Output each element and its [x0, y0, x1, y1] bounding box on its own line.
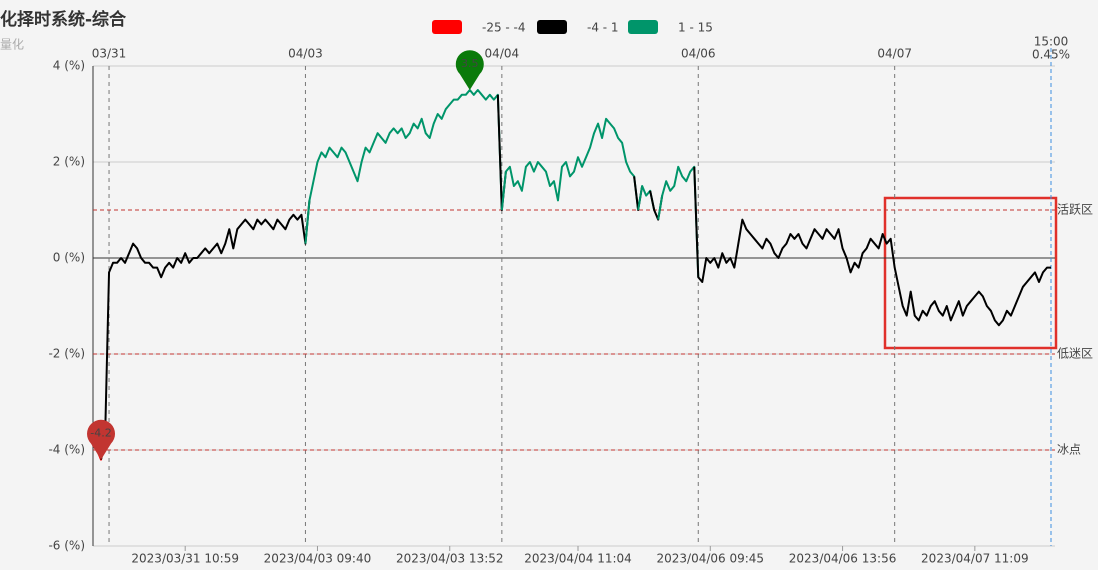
y-tick-label: -2 (%)	[48, 347, 85, 361]
day-label: 04/03	[288, 47, 323, 61]
line-segment	[500, 117, 640, 211]
mark-line-label: 低迷区	[1057, 347, 1093, 361]
end-value: 0.45%	[1032, 48, 1070, 62]
day-label: 03/31	[92, 47, 127, 61]
x-tick-label: 2023/04/06 09:45	[657, 552, 765, 566]
line-segment	[657, 165, 700, 278]
line-segment	[304, 89, 503, 244]
x-tick-label: 2023/03/31 10:59	[131, 552, 239, 566]
end-time: 15:00	[1034, 35, 1069, 49]
x-tick-label: 2023/04/06 13:56	[789, 552, 897, 566]
pin	[87, 419, 116, 460]
pin-label: -4.2	[90, 427, 111, 440]
y-tick-label: 0 (%)	[53, 251, 85, 265]
line-segment	[100, 200, 311, 460]
y-tick-label: 2 (%)	[53, 155, 85, 169]
y-tick-label: -4 (%)	[48, 443, 85, 457]
y-tick-label: -6 (%)	[48, 539, 85, 553]
x-tick-label: 2023/04/03 13:52	[396, 552, 504, 566]
y-tick-label: 4 (%)	[53, 59, 85, 73]
legend-swatch	[432, 20, 462, 34]
legend-swatch	[628, 20, 658, 34]
chart-subtitle: 量化	[0, 38, 24, 52]
chart-title: 化择时系统-综合	[0, 9, 127, 30]
mark-line-label: 冰点	[1057, 443, 1081, 457]
day-label: 04/06	[681, 47, 716, 61]
mark-line-label: 活跃区	[1057, 203, 1093, 217]
legend-label: -4 - 1	[587, 21, 619, 35]
legend-label: -25 - -4	[482, 21, 526, 35]
day-label: 04/07	[877, 47, 912, 61]
x-tick-label: 2023/04/04 11:04	[524, 552, 632, 566]
line-segment	[693, 166, 1051, 327]
legend-label: 1 - 15	[678, 21, 713, 35]
pin	[455, 50, 484, 90]
x-tick-label: 2023/04/03 09:40	[264, 552, 372, 566]
highlight-box	[883, 196, 1058, 350]
day-label: 04/04	[485, 47, 520, 61]
x-tick-label: 2023/04/07 11:09	[921, 552, 1029, 566]
legend-swatch	[537, 20, 567, 34]
pin-label: 3.5	[461, 57, 479, 70]
